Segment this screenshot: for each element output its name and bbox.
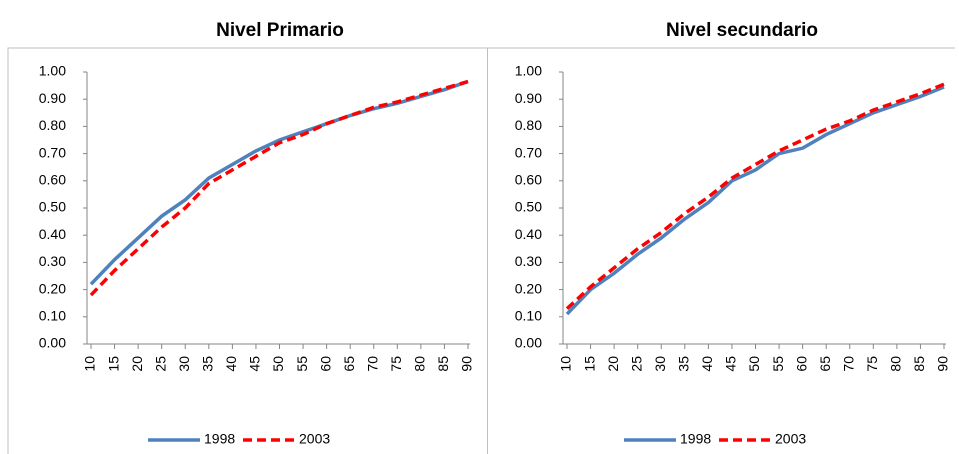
x-tick-label: 70 <box>840 356 856 372</box>
y-tick-label: 0.20 <box>39 280 66 296</box>
x-tick-label: 70 <box>364 356 380 372</box>
data-line <box>89 79 469 286</box>
y-tick-label: 0.50 <box>39 199 66 215</box>
x-tick-label: 15 <box>581 356 597 372</box>
y-tick-label: 0.60 <box>515 172 542 188</box>
y-tick-label: 0.00 <box>39 335 66 351</box>
x-tick-label: 45 <box>247 356 263 372</box>
x-tick-label: 20 <box>605 356 621 372</box>
y-tick-label: 0.70 <box>515 144 542 160</box>
chart-title: Nivel secundario <box>666 20 818 41</box>
x-tick-label: 55 <box>770 356 786 372</box>
y-tick-label: 0.40 <box>39 226 66 242</box>
y-tick-label: 1.00 <box>39 63 66 79</box>
frame <box>7 47 955 454</box>
y-tick-label: 0.20 <box>515 280 542 296</box>
x-tick-label: 30 <box>652 356 668 372</box>
x-tick-label: 75 <box>864 356 880 372</box>
y-tick-label: 0.90 <box>39 90 66 106</box>
y-tick-label: 0.10 <box>39 308 66 324</box>
x-tick-label: 35 <box>200 356 216 372</box>
legend-label: 1998 <box>680 431 711 447</box>
x-tick-label: 10 <box>82 356 98 372</box>
y-tick-label: 0.70 <box>39 144 66 160</box>
legend-label: 2003 <box>299 431 330 447</box>
y-tick-label: 0.90 <box>515 90 542 106</box>
x-tick-label: 30 <box>176 356 192 372</box>
data-line <box>89 79 469 297</box>
x-tick-label: 85 <box>435 356 451 372</box>
data-line <box>565 85 945 316</box>
x-tick-label: 10 <box>558 356 574 372</box>
x-tick-label: 75 <box>388 356 404 372</box>
legend-label: 1998 <box>204 431 235 447</box>
y-tick-label: 0.80 <box>515 117 542 133</box>
x-tick-label: 45 <box>723 356 739 372</box>
x-tick-label: 40 <box>223 356 239 372</box>
x-tick-label: 85 <box>911 356 927 372</box>
x-tick-label: 60 <box>317 356 333 372</box>
x-tick-label: 50 <box>746 356 762 372</box>
x-tick-label: 15 <box>105 356 121 372</box>
data-line <box>565 82 945 310</box>
x-tick-label: 40 <box>699 356 715 372</box>
x-tick-label: 90 <box>459 356 475 372</box>
y-tick-label: 1.00 <box>515 63 542 79</box>
x-tick-label: 55 <box>294 356 310 372</box>
y-tick-label: 0.50 <box>515 199 542 215</box>
x-tick-label: 35 <box>676 356 692 372</box>
y-tick-label: 0.30 <box>515 253 542 269</box>
y-tick-label: 0.80 <box>39 117 66 133</box>
x-tick-label: 50 <box>270 356 286 372</box>
y-tick-label: 0.40 <box>515 226 542 242</box>
x-tick-label: 80 <box>412 356 428 372</box>
x-tick-label: 60 <box>793 356 809 372</box>
y-tick-label: 0.30 <box>39 253 66 269</box>
y-tick-label: 0.10 <box>515 308 542 324</box>
x-tick-label: 65 <box>341 356 357 372</box>
x-tick-label: 20 <box>129 356 145 372</box>
x-tick-label: 65 <box>817 356 833 372</box>
chart-title: Nivel Primario <box>216 20 344 41</box>
legend-label: 2003 <box>775 431 806 447</box>
y-tick-label: 0.00 <box>515 335 542 351</box>
x-tick-label: 25 <box>152 356 168 372</box>
x-tick-label: 90 <box>935 356 951 372</box>
x-tick-label: 25 <box>628 356 644 372</box>
x-tick-label: 80 <box>888 356 904 372</box>
y-tick-label: 0.60 <box>39 172 66 188</box>
